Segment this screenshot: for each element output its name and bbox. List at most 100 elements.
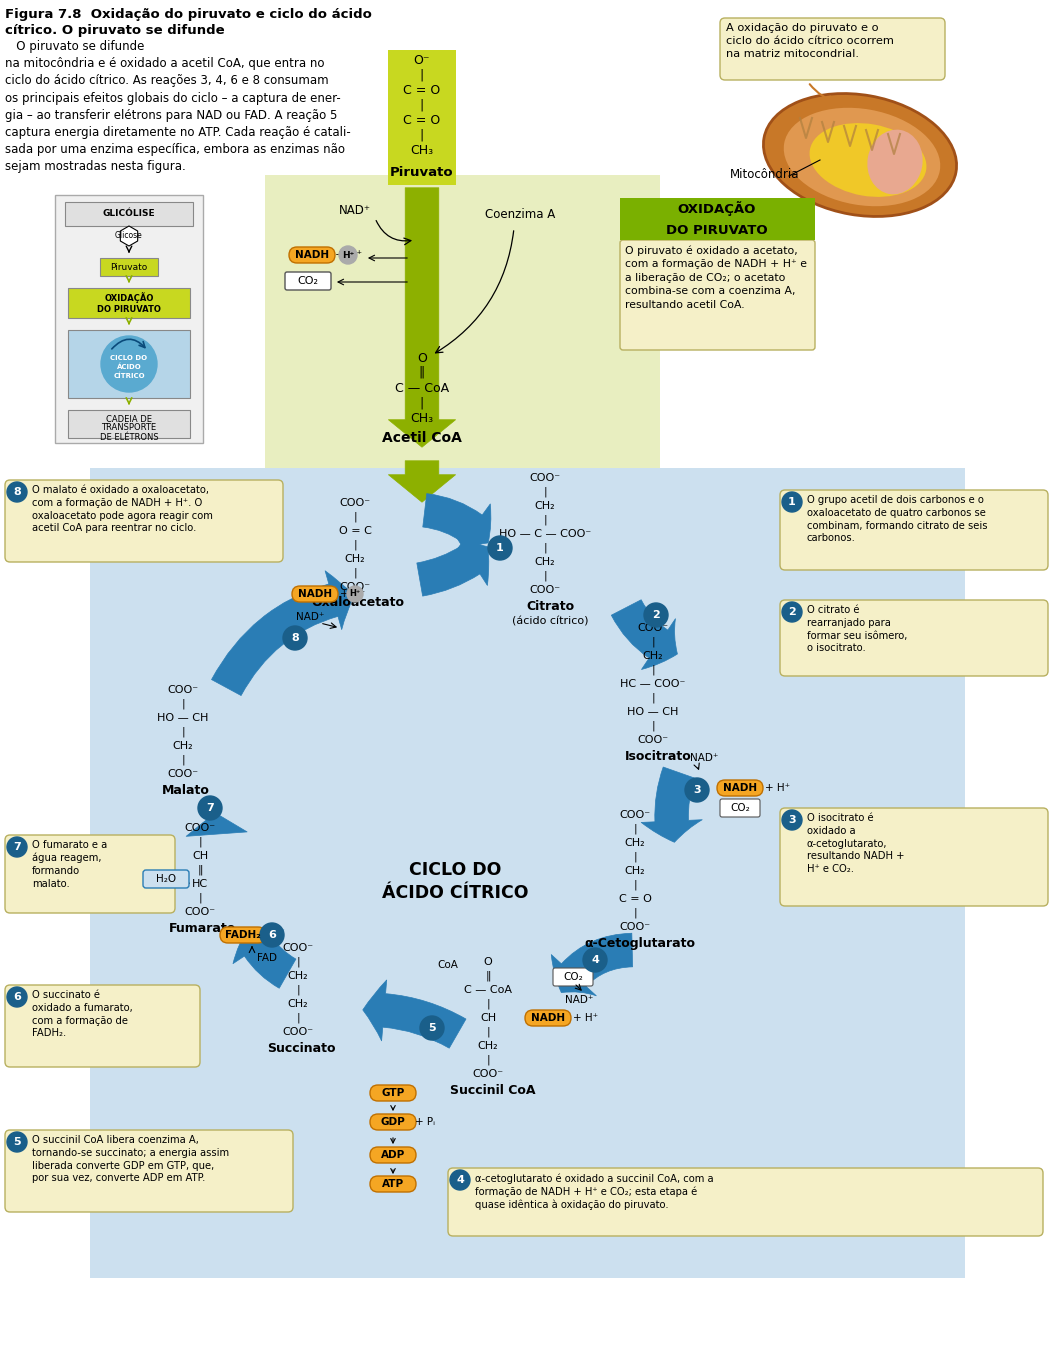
FancyBboxPatch shape	[370, 1176, 416, 1192]
Text: A oxidação do piruvato e o
ciclo do ácido cítrico ocorrem
na matriz mitocondrial: A oxidação do piruvato e o ciclo do ácid…	[726, 23, 894, 59]
FancyBboxPatch shape	[5, 480, 283, 562]
Text: CH₂: CH₂	[535, 557, 555, 566]
Text: NAD⁺: NAD⁺	[296, 612, 324, 622]
FancyBboxPatch shape	[370, 1146, 416, 1163]
Text: COO⁻: COO⁻	[184, 907, 216, 917]
Text: CH₃: CH₃	[411, 411, 434, 425]
Text: |: |	[353, 512, 357, 522]
Circle shape	[686, 777, 709, 802]
Text: CoA: CoA	[438, 960, 458, 969]
Text: |: |	[486, 1055, 490, 1065]
Text: CH₂: CH₂	[624, 867, 645, 876]
Circle shape	[450, 1169, 470, 1190]
Text: ÁCIDO: ÁCIDO	[117, 364, 141, 370]
Text: CH₂: CH₂	[624, 838, 645, 848]
Text: + H⁺: + H⁺	[764, 783, 790, 794]
Text: C — CoA: C — CoA	[464, 986, 512, 995]
Circle shape	[7, 987, 27, 1007]
Text: NAD⁺: NAD⁺	[690, 753, 718, 763]
Text: |: |	[296, 1013, 300, 1023]
Text: |: |	[198, 892, 202, 903]
Text: (ácido cítrico): (ácido cítrico)	[512, 617, 589, 626]
Text: |: |	[353, 539, 357, 550]
Text: COO⁻: COO⁻	[167, 769, 199, 779]
Text: Figura 7.8  Oxidação do piruvato e ciclo do ácido: Figura 7.8 Oxidação do piruvato e ciclo …	[5, 8, 372, 22]
Text: O piruvato é oxidado a acetato,
com a formação de NADH + H⁺ e
a liberação de CO₂: O piruvato é oxidado a acetato, com a fo…	[625, 245, 807, 310]
FancyBboxPatch shape	[65, 201, 193, 226]
Text: C = O: C = O	[618, 894, 652, 904]
FancyBboxPatch shape	[370, 1114, 416, 1130]
Text: GLICÓLISE: GLICÓLISE	[103, 210, 155, 219]
Text: ‖: ‖	[419, 365, 425, 379]
Text: O citrato é
rearranjado para
formar seu isômero,
o isocitrato.: O citrato é rearranjado para formar seu …	[807, 604, 908, 653]
FancyBboxPatch shape	[448, 1168, 1044, 1236]
Text: C — CoA: C — CoA	[395, 381, 449, 395]
Text: CH₂: CH₂	[642, 652, 663, 661]
Text: Glicose: Glicose	[115, 231, 143, 241]
Text: + H⁺: + H⁺	[335, 250, 362, 260]
Text: NADH: NADH	[295, 250, 329, 260]
FancyBboxPatch shape	[220, 927, 266, 942]
Text: Isocitrato: Isocitrato	[624, 749, 692, 763]
Circle shape	[782, 602, 802, 622]
FancyBboxPatch shape	[68, 288, 190, 318]
Text: HO — C — COO⁻: HO — C — COO⁻	[499, 529, 591, 539]
Text: GDP: GDP	[380, 1117, 405, 1128]
Text: CO₂: CO₂	[563, 973, 583, 983]
Text: COO⁻: COO⁻	[184, 823, 216, 833]
Text: FADH₂: FADH₂	[225, 930, 261, 940]
Text: COO⁻: COO⁻	[619, 810, 651, 821]
Text: Malato: Malato	[162, 784, 210, 796]
Circle shape	[7, 837, 27, 857]
Text: DO PIRUVATO: DO PIRUVATO	[667, 223, 768, 237]
Text: |: |	[420, 128, 424, 142]
Text: OXIDAÇÃO: OXIDAÇÃO	[104, 292, 154, 303]
Text: |: |	[543, 515, 547, 525]
Text: H₂O: H₂O	[156, 873, 176, 884]
Text: 3: 3	[693, 786, 701, 795]
Text: GTP: GTP	[381, 1088, 404, 1098]
Circle shape	[644, 603, 668, 627]
Text: CO₂: CO₂	[563, 972, 583, 982]
Text: CADEIA DE: CADEIA DE	[106, 415, 152, 423]
Text: |: |	[181, 727, 185, 737]
Text: CO₂: CO₂	[730, 803, 750, 813]
FancyBboxPatch shape	[265, 174, 660, 470]
Text: O fumarato e a
água reagem,
formando
malato.: O fumarato e a água reagem, formando mal…	[32, 840, 107, 890]
Text: |: |	[420, 99, 424, 111]
Text: O: O	[417, 352, 426, 365]
Text: 5: 5	[429, 1023, 436, 1033]
Text: Piruvato: Piruvato	[391, 166, 454, 180]
Circle shape	[283, 626, 307, 650]
Text: CH₃: CH₃	[411, 143, 434, 157]
FancyBboxPatch shape	[553, 968, 593, 986]
Text: ATP: ATP	[382, 1179, 404, 1188]
FancyBboxPatch shape	[780, 489, 1048, 571]
Text: CH₂: CH₂	[287, 999, 309, 1009]
Text: FAD: FAD	[257, 953, 277, 963]
Text: + H⁺: + H⁺	[573, 1013, 598, 1023]
Circle shape	[583, 948, 607, 972]
Text: NADH: NADH	[723, 783, 757, 794]
Text: COO⁻: COO⁻	[637, 623, 669, 633]
Text: |: |	[296, 984, 300, 995]
Text: 7: 7	[206, 803, 214, 813]
Circle shape	[782, 810, 802, 830]
Text: DE ELÉTRONS: DE ELÉTRONS	[100, 433, 158, 442]
Text: COO⁻: COO⁻	[339, 498, 371, 508]
FancyBboxPatch shape	[5, 1130, 293, 1211]
Text: |: |	[353, 568, 357, 579]
Text: CH₂: CH₂	[535, 502, 555, 511]
Circle shape	[260, 923, 284, 946]
Text: α-Cetoglutarato: α-Cetoglutarato	[584, 937, 695, 949]
Text: |: |	[543, 542, 547, 553]
Text: Succinato: Succinato	[266, 1041, 335, 1055]
Text: ‖: ‖	[197, 865, 203, 875]
Text: + Pᵢ: + Pᵢ	[415, 1117, 435, 1128]
Circle shape	[7, 483, 27, 502]
FancyBboxPatch shape	[5, 986, 200, 1067]
Ellipse shape	[868, 130, 922, 195]
Text: HC: HC	[192, 879, 208, 890]
FancyBboxPatch shape	[720, 799, 760, 817]
Text: |: |	[651, 665, 655, 675]
